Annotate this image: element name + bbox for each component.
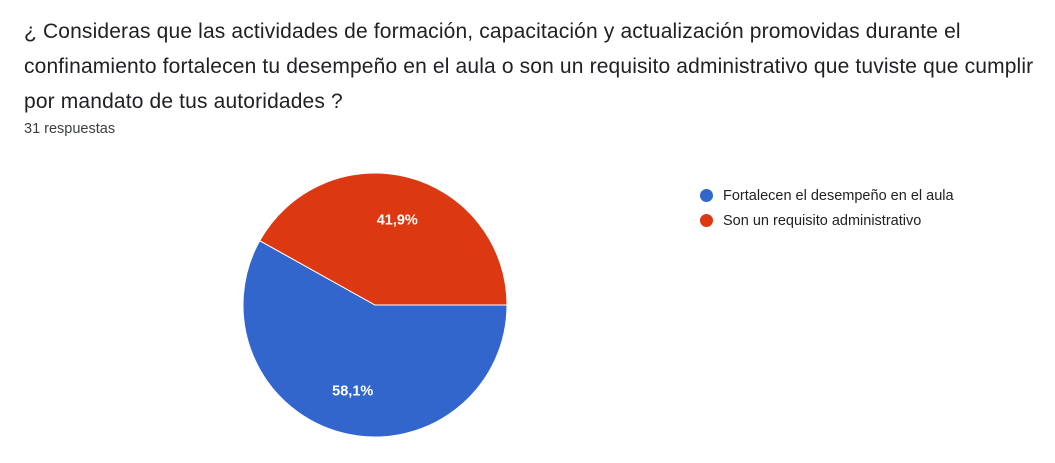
legend-swatch-requisito [700,214,713,227]
chart-legend: Fortalecen el desempeño en el aula Son u… [700,183,954,233]
legend-item-requisito[interactable]: Son un requisito administrativo [700,208,954,233]
legend-label-requisito: Son un requisito administrativo [723,212,922,229]
response-count: 31 respuestas [24,121,116,137]
pie-label-requisito: 41,9% [377,212,418,228]
legend-label-fortalecen: Fortalecen el desempeño en el aula [723,187,954,204]
legend-swatch-fortalecen [700,189,713,202]
question-title: ¿ Consideras que las actividades de form… [24,20,1034,113]
pie-slice-requisito[interactable] [259,172,508,306]
pie-slice-fortalecen[interactable] [242,240,508,438]
pie-label-fortalecen: 58,1% [332,384,373,400]
legend-item-fortalecen[interactable]: Fortalecen el desempeño en el aula [700,183,954,208]
